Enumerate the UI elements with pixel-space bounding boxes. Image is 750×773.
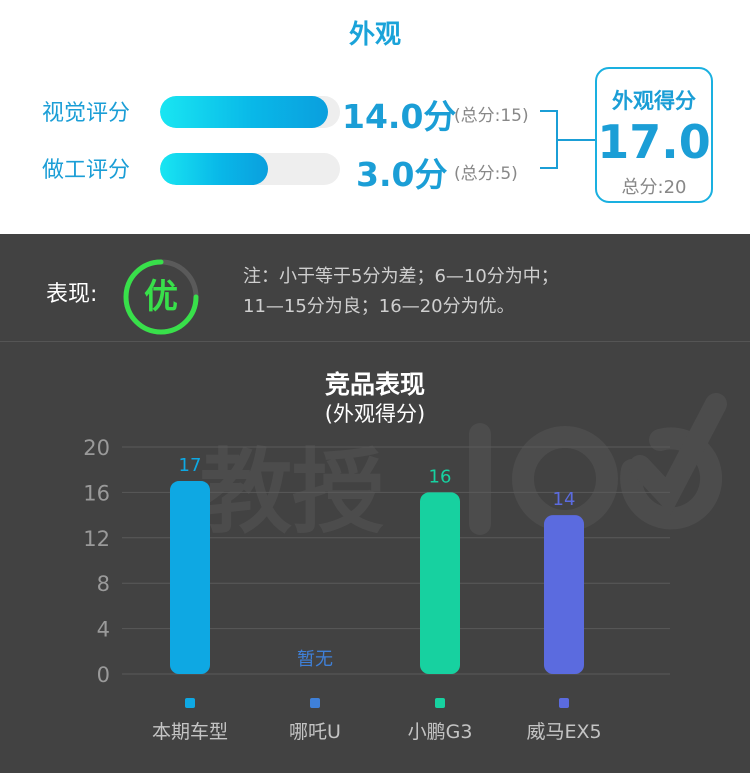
score-bracket [540, 110, 558, 169]
craft-score-bar-fill [160, 153, 268, 185]
y-tick-label: 8 [97, 572, 110, 596]
visual-score-value: 14.0分 [342, 97, 457, 136]
appearance-title: 外观 [348, 20, 401, 50]
y-tick-label: 12 [83, 527, 110, 551]
summary-title: 外观得分 [612, 89, 696, 113]
category-marker [185, 698, 195, 708]
y-tick-label: 4 [97, 618, 110, 642]
y-tick-label: 16 [83, 481, 110, 505]
chart-title: 竞品表现 [324, 370, 425, 399]
summary-total: 总分:20 [621, 177, 687, 198]
data-label: 14 [553, 489, 576, 510]
data-label: 16 [429, 466, 452, 487]
craft-score-label: 做工评分 [42, 158, 131, 183]
visual-score-bar-track [160, 96, 340, 128]
performance-panel: 教授 表现: 优 注：小于等于5分为差；6—10分为中； 11—15分为良；16… [0, 234, 750, 773]
data-label: 17 [179, 455, 202, 476]
y-tick-label: 0 [97, 663, 110, 687]
category-marker [435, 698, 445, 708]
section-divider [0, 341, 750, 342]
rating-ring-icon [123, 259, 199, 335]
bar [170, 481, 210, 674]
visual-score-label: 视觉评分 [42, 101, 131, 126]
bar [544, 515, 584, 674]
category-marker [310, 698, 320, 708]
summary-value: 17.0 [597, 115, 711, 169]
summary-box: 外观得分 17.0 总分:20 [595, 67, 713, 203]
rating-grade: 优 [144, 277, 178, 317]
x-tick-label: 小鹏G3 [408, 721, 473, 743]
x-tick-label: 哪吒U [289, 721, 341, 743]
bar [420, 492, 460, 674]
appearance-panel: 外观 视觉评分 14.0分 (总分:15) 做工评分 3.0分 (总分:5) 外… [0, 0, 750, 234]
rating-note-line-1: 注：小于等于5分为差；6—10分为中； [243, 266, 559, 287]
x-tick-label: 威马EX5 [526, 721, 601, 743]
y-tick-label: 20 [83, 436, 110, 460]
visual-score-bar-fill [160, 96, 328, 128]
craft-score-bar-track [160, 153, 340, 185]
score-bracket-link [558, 139, 595, 141]
data-label: 暂无 [297, 649, 333, 670]
visual-score-total: (总分:15) [454, 106, 529, 126]
rating-note-line-2: 11—15分为良；16—20分为优。 [243, 296, 515, 317]
chart-subtitle: (外观得分) [324, 402, 426, 426]
x-tick-label: 本期车型 [152, 721, 228, 743]
rating-label: 表现: [46, 282, 98, 307]
category-marker [559, 698, 569, 708]
craft-score-total: (总分:5) [454, 164, 518, 184]
craft-score-value: 3.0分 [356, 155, 448, 194]
